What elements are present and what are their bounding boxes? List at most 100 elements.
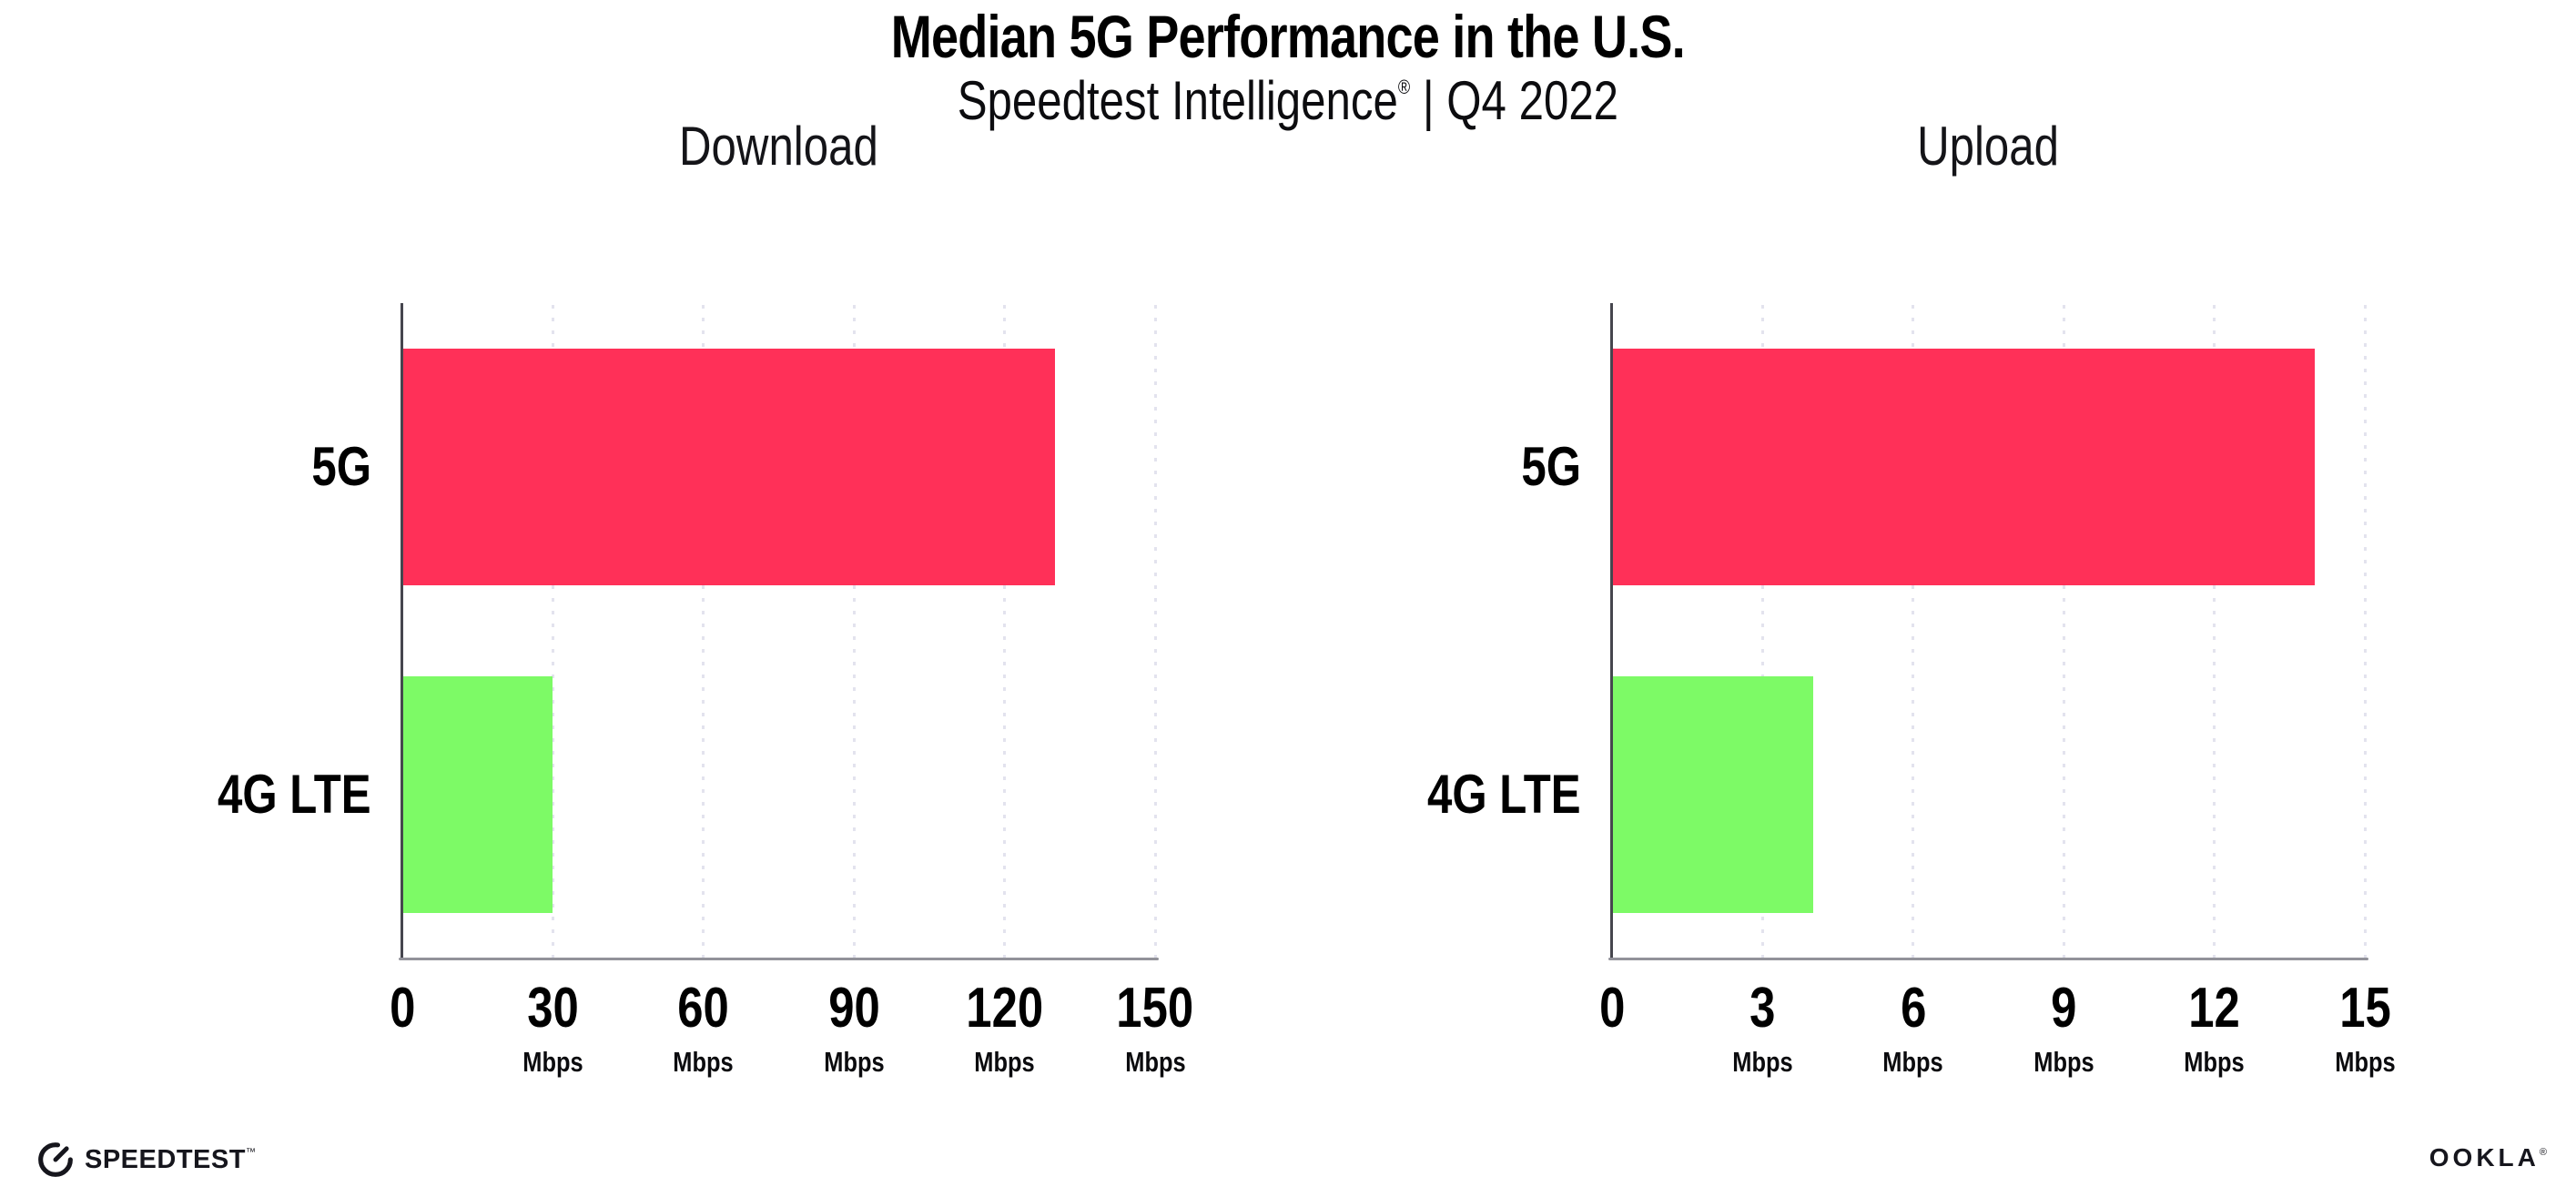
subtitle-separator: | <box>1410 70 1447 131</box>
tick-unit-text: Mbps <box>1732 1046 1793 1078</box>
tick-number-text: 15 <box>2338 977 2391 1040</box>
tick-unit-label: Mbps <box>786 1048 922 1076</box>
tick-number: 30 <box>484 980 621 1037</box>
download-chart-plot: 0 30 Mbps 60 Mbps 90 Mbps 120 Mbps 150 Mbps 5G 4G LT… <box>218 303 1193 1076</box>
tick-unit-label: Mbps <box>1694 1048 1831 1076</box>
category-label-5g: 5G <box>299 431 371 503</box>
upload-chart-plot: 0 3 Mbps 6 Mbps 9 Mbps 12 Mbps 15 Mbps 5G 4G LTE <box>1427 303 2395 1076</box>
tick-unit-label: Mbps <box>635 1048 772 1076</box>
tick-number: 6 <box>1845 980 1982 1037</box>
y-axis-line <box>401 303 403 959</box>
gridline-60-mbps <box>702 305 705 959</box>
tick-number: 12 <box>2146 980 2283 1037</box>
tick-number-text: 12 <box>2188 977 2240 1040</box>
tick-unit-text: Mbps <box>974 1046 1035 1078</box>
category-label-text: 4G LTE <box>218 764 371 825</box>
bar-4g-lte-upload <box>1612 676 1813 913</box>
tick-unit-label: Mbps <box>1995 1048 2132 1076</box>
tick-unit-label: Mbps <box>1845 1048 1982 1076</box>
tick-number: 3 <box>1694 980 1831 1037</box>
gridline-6-mbps <box>1912 305 1915 959</box>
gridline-9-mbps <box>2062 305 2065 959</box>
registered-mark: ® <box>2539 1147 2547 1158</box>
category-label-5g: 5G <box>1508 431 1581 503</box>
bar-4g-lte-download <box>402 676 553 913</box>
x-axis-tick-label-0: 0 <box>334 980 471 1037</box>
category-label-text: 5G <box>311 436 371 497</box>
tick-unit-text: Mbps <box>1882 1046 1943 1078</box>
tick-unit-text: Mbps <box>2334 1046 2396 1078</box>
tick-number: 60 <box>635 980 772 1037</box>
tick-unit-text: Mbps <box>1124 1046 1186 1078</box>
tick-number-text: 150 <box>1116 977 1194 1040</box>
tick-unit-label: Mbps <box>2146 1048 2283 1076</box>
tick-number-text: 6 <box>1900 977 1926 1040</box>
tick-unit-label: Mbps <box>484 1048 621 1076</box>
tick-unit-label: Mbps <box>937 1048 1073 1076</box>
gridline-30-mbps <box>551 305 554 959</box>
tick-number-text: 60 <box>677 977 730 1040</box>
y-axis-line <box>1610 303 1613 959</box>
x-axis-tick-label-60: 60 Mbps <box>635 980 772 1077</box>
category-label-text: 4G LTE <box>1427 764 1581 825</box>
tick-number: 0 <box>1544 980 1680 1037</box>
tick-number-text: 3 <box>1749 977 1776 1040</box>
category-label-text: 5G <box>1521 436 1581 497</box>
page-subtitle-text: Speedtest Intelligence® | Q4 2022 <box>958 69 1618 132</box>
trademark-mark: ™ <box>245 1146 257 1158</box>
tick-number: 0 <box>334 980 471 1037</box>
bar-5g-download <box>402 349 1055 585</box>
x-axis-tick-label-6: 6 Mbps <box>1845 980 1982 1077</box>
page-title: Median 5G Performance in the U.S. <box>0 5 2576 68</box>
gridline-3-mbps <box>1760 305 1764 959</box>
speedtest-logo: SPEEDTEST™ <box>36 1141 256 1179</box>
tick-unit-text: Mbps <box>2033 1046 2094 1078</box>
gridline-12-mbps <box>2213 305 2216 959</box>
ookla-wordmark: OOKLA <box>2429 1143 2540 1172</box>
tick-unit-text: Mbps <box>824 1046 885 1078</box>
tick-number: 120 <box>937 980 1073 1037</box>
registered-mark: ® <box>1397 76 1411 98</box>
x-axis-tick-label-90: 90 Mbps <box>786 980 922 1077</box>
gridline-120-mbps <box>1003 305 1007 959</box>
tick-number-text: 0 <box>389 977 416 1040</box>
x-axis-line <box>1608 958 2368 960</box>
x-axis-tick-label-12: 12 Mbps <box>2146 980 2283 1077</box>
category-label-4g-lte: 4G LTE <box>184 758 371 831</box>
download-chart-title: Download <box>679 116 878 177</box>
tick-number: 15 <box>2297 980 2433 1037</box>
tick-number: 150 <box>1087 980 1223 1037</box>
x-axis-tick-label-9: 9 Mbps <box>1995 980 2132 1077</box>
tick-number-text: 120 <box>966 977 1044 1040</box>
x-axis-tick-label-3: 3 Mbps <box>1694 980 1831 1077</box>
tick-number-text: 9 <box>2051 977 2077 1040</box>
tick-unit-text: Mbps <box>2184 1046 2245 1078</box>
tick-number: 9 <box>1995 980 2132 1037</box>
gridline-150-mbps <box>1153 305 1157 959</box>
tick-number-text: 90 <box>827 977 880 1040</box>
gridline-15-mbps <box>2363 305 2367 959</box>
page-subtitle: Speedtest Intelligence® | Q4 2022 <box>0 69 2576 132</box>
subtitle-period: Q4 2022 <box>1446 70 1619 131</box>
page-title-text: Median 5G Performance in the U.S. <box>890 3 1686 70</box>
tick-number-text: 0 <box>1598 977 1626 1040</box>
speedometer-gauge-icon <box>38 1142 73 1177</box>
category-label-4g-lte: 4G LTE <box>1394 758 1581 831</box>
x-axis-tick-label-15: 15 Mbps <box>2297 980 2433 1077</box>
tick-number: 90 <box>786 980 922 1037</box>
x-axis-line <box>399 958 1159 960</box>
upload-chart-title: Upload <box>1917 116 2060 177</box>
tick-unit-text: Mbps <box>522 1046 583 1078</box>
speedtest-wordmark: SPEEDTEST™ <box>85 1144 257 1174</box>
x-axis-tick-label-0: 0 <box>1544 980 1680 1037</box>
bar-5g-upload <box>1612 349 2315 585</box>
x-axis-tick-label-120: 120 Mbps <box>937 980 1073 1077</box>
tick-unit-label: Mbps <box>2297 1048 2433 1076</box>
ookla-logo: OOKLA® <box>2429 1143 2547 1172</box>
tick-number-text: 30 <box>527 977 579 1040</box>
gridline-90-mbps <box>852 305 856 959</box>
x-axis-tick-label-30: 30 Mbps <box>484 980 621 1077</box>
tick-unit-text: Mbps <box>673 1046 734 1078</box>
subtitle-brand: Speedtest Intelligence <box>957 70 1398 131</box>
